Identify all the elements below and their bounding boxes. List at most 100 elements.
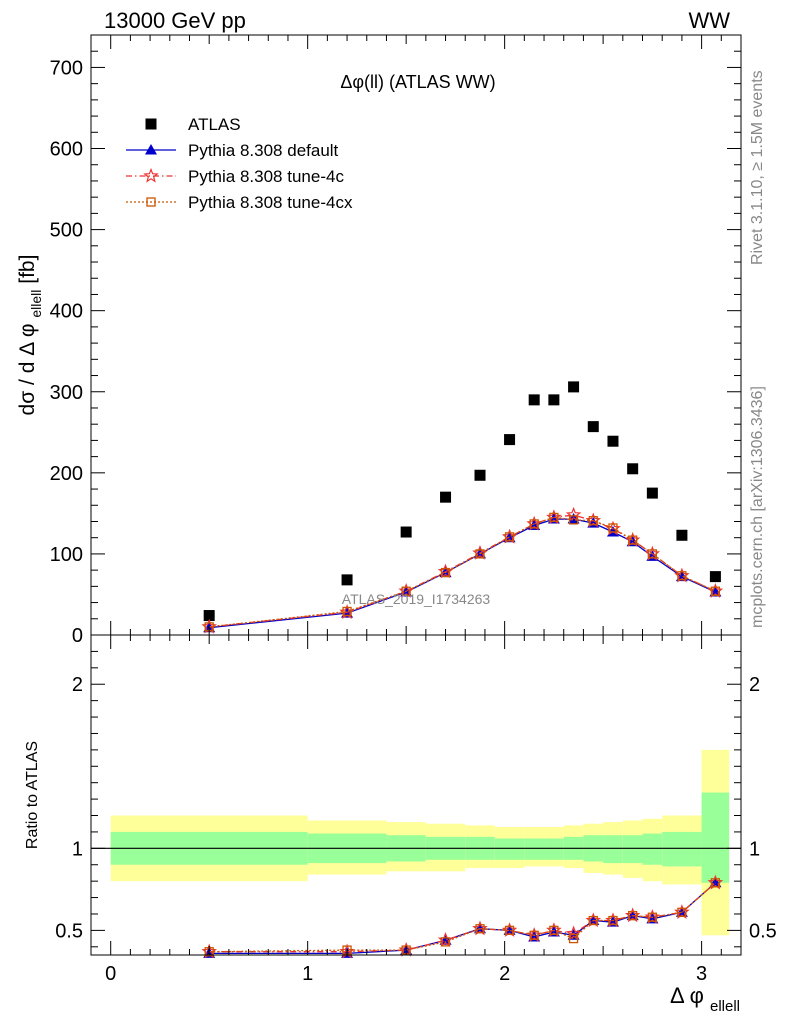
ratio-series-line: [209, 882, 716, 953]
ratio-data-point: [526, 927, 542, 942]
uncertainty-band-green: [524, 838, 545, 860]
data-point: [341, 574, 353, 586]
legend: ATLAS Pythia 8.308 default Pythia 8.308 tu…: [126, 115, 353, 212]
ratio-panel-frame: [90, 634, 742, 956]
x-label-main: Δ φ: [670, 983, 704, 1008]
ratio-data-point: [585, 912, 602, 928]
x-tick-label: 0: [105, 963, 116, 985]
data-point: [400, 526, 412, 538]
ratio-data-point: [707, 874, 724, 890]
main-y-ticks: 0 100 200 300 400 500 600 700: [50, 50, 741, 647]
data-point: [549, 512, 559, 523]
main-y-tick-label: 100: [50, 544, 83, 566]
uncertainty-band-green: [544, 838, 564, 860]
uncertainty-band-green: [494, 838, 525, 860]
series-3: [204, 512, 721, 632]
main-y-tick-label: 700: [50, 57, 83, 79]
data-point: [707, 583, 724, 598]
uncertainty-band-green: [622, 835, 643, 864]
ratio-series-2: [204, 878, 721, 957]
main-panel: 0 100 200 300 400 500 600 700 Δφ(ll) (ATLAS WW)…: [16, 34, 742, 647]
data-point: [504, 532, 515, 542]
ratio-y-tick-label: 0.5: [55, 920, 83, 942]
main-x-ticks: [110, 35, 722, 635]
analysis-watermark: ATLAS_2019_I1734263: [342, 591, 491, 607]
series-line: [209, 516, 716, 628]
data-point: [548, 394, 560, 406]
data-point: [677, 571, 687, 581]
data-point: [628, 535, 638, 545]
ratio-y-tick-label-right: 0.5: [749, 920, 777, 942]
uncertainty-band-green: [701, 792, 730, 883]
data-point: [646, 487, 658, 499]
x-label-sub: ellell: [710, 998, 740, 1015]
legend-entry: Pythia 8.308 default: [126, 141, 339, 160]
data-point: [526, 515, 543, 531]
main-y-tick-label: 0: [72, 625, 83, 647]
data-point: [587, 421, 599, 433]
data-point: [440, 491, 452, 503]
legend-entry: ATLAS: [145, 115, 241, 134]
data-point: [608, 523, 618, 533]
ratio-data-point: [568, 933, 579, 944]
data-point: [588, 516, 598, 526]
ratio-data-point: [647, 912, 658, 922]
series-1: [203, 513, 722, 633]
ratio-data-point: [628, 910, 638, 921]
rivet-version-label: Rivet 3.1.10, ≥ 1.5M events: [749, 70, 766, 265]
legend-entry: Pythia 8.308 tune-4c: [126, 167, 344, 186]
ratio-data-point: [565, 925, 582, 941]
data-point: [647, 549, 658, 559]
data-point: [565, 506, 582, 522]
main-y-axis-label: dσ / d Δ φ ellell [fb]: [16, 255, 46, 416]
data-point: [627, 463, 639, 475]
legend-label: Pythia 8.308 tune-4cx: [188, 193, 353, 212]
series-0: [203, 381, 721, 622]
header-left-label: 13000 GeV pp: [104, 8, 246, 33]
series-line: [209, 518, 716, 629]
header-right-label: WW: [688, 8, 730, 33]
ratio-data-point: [440, 937, 451, 947]
ratio-data-point: [710, 878, 721, 888]
ratio-data-point: [608, 915, 618, 926]
uncertainty-band-green: [603, 835, 623, 864]
legend-label: ATLAS: [188, 115, 241, 134]
ratio-data-point: [549, 925, 559, 936]
uncertainty-band-green: [642, 833, 663, 865]
main-title: Δφ(ll) (ATLAS WW): [340, 72, 495, 92]
ratio-series-line: [209, 882, 716, 955]
ratio-series-0: [203, 876, 722, 958]
ratio-marks: [201, 874, 724, 959]
ratio-y-tick-label-right: 1: [749, 838, 760, 860]
x-axis-label: Δ φ ellell: [670, 983, 740, 1015]
ratio-data-point: [546, 922, 562, 937]
svg-text:dσ / d Δ φ ellell: dσ / d Δ φ ellell [fb]: [16, 255, 46, 416]
ratio-y-tick-label: 1: [72, 838, 83, 860]
data-point: [401, 586, 411, 596]
data-point: [607, 435, 619, 447]
data-point: [504, 434, 516, 446]
ratio-y-tick-label: 2: [72, 674, 83, 696]
legend-entry: Pythia 8.308 tune-4cx: [126, 193, 353, 212]
data-point: [710, 586, 721, 596]
ratio-data-point: [529, 930, 539, 940]
data-point: [529, 519, 539, 529]
ratio-x-ticks: 0 1 2 3: [105, 635, 722, 985]
mcplots-label: mcplots.cern.ch [arXiv:1306.3436]: [749, 386, 766, 628]
legend-marker: [145, 144, 157, 155]
ratio-panel: 0.5 0.5 1 1 2 2 0 1 2 3 Ratio to ATLAS Δ φ ellel…: [24, 634, 777, 1015]
data-point: [674, 567, 690, 583]
ratio-y-axis-label: Ratio to ATLAS: [24, 741, 41, 849]
ratio-data-point: [504, 925, 515, 936]
series-2: [201, 506, 724, 634]
ratio-bands: [91, 749, 741, 936]
main-y-tick-label: 500: [50, 220, 83, 242]
main-y-label-unit: [fb]: [16, 255, 39, 284]
legend-marker: [143, 167, 159, 183]
ratio-y-tick-label-right: 2: [749, 674, 760, 696]
x-tick-label: 1: [302, 963, 313, 985]
main-marks: [201, 381, 724, 634]
ratio-data-point: [588, 915, 598, 926]
legend-marker: [145, 118, 157, 130]
data-point: [676, 529, 688, 541]
